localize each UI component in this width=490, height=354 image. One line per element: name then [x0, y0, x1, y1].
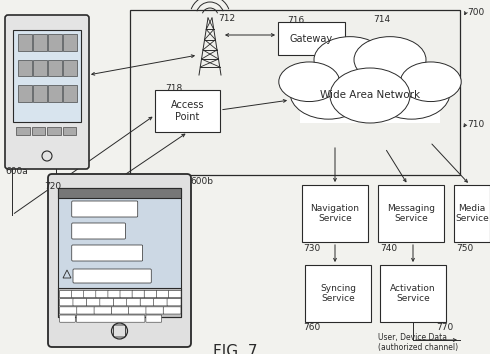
FancyBboxPatch shape	[155, 90, 220, 132]
Text: Navigation
Service: Navigation Service	[311, 204, 360, 223]
FancyBboxPatch shape	[108, 291, 121, 298]
FancyBboxPatch shape	[48, 85, 62, 102]
FancyBboxPatch shape	[305, 265, 371, 322]
FancyBboxPatch shape	[454, 185, 490, 242]
Ellipse shape	[354, 37, 426, 83]
Text: 716: 716	[287, 16, 304, 25]
FancyArrowPatch shape	[15, 102, 57, 212]
FancyBboxPatch shape	[167, 299, 181, 306]
FancyBboxPatch shape	[5, 15, 89, 169]
Text: 760: 760	[303, 323, 320, 332]
Ellipse shape	[330, 68, 410, 123]
Ellipse shape	[290, 66, 367, 119]
FancyBboxPatch shape	[378, 185, 444, 242]
FancyBboxPatch shape	[58, 188, 181, 198]
Text: 720: 720	[44, 182, 61, 191]
FancyBboxPatch shape	[48, 174, 191, 347]
Text: Media
Service: Media Service	[455, 204, 489, 223]
Text: Access
Point: Access Point	[171, 100, 204, 122]
FancyBboxPatch shape	[169, 291, 181, 298]
FancyBboxPatch shape	[47, 127, 60, 135]
FancyBboxPatch shape	[18, 60, 32, 76]
Text: 600b: 600b	[190, 177, 213, 186]
FancyBboxPatch shape	[63, 127, 76, 135]
FancyBboxPatch shape	[129, 307, 147, 314]
Ellipse shape	[320, 48, 419, 116]
Text: 730: 730	[303, 244, 320, 253]
FancyBboxPatch shape	[146, 307, 164, 314]
FancyBboxPatch shape	[72, 245, 143, 261]
FancyBboxPatch shape	[380, 265, 446, 322]
FancyBboxPatch shape	[86, 299, 100, 306]
FancyBboxPatch shape	[73, 269, 151, 283]
FancyBboxPatch shape	[33, 60, 47, 76]
FancyBboxPatch shape	[48, 60, 62, 76]
FancyBboxPatch shape	[144, 291, 157, 298]
FancyBboxPatch shape	[77, 307, 95, 314]
FancyBboxPatch shape	[146, 315, 162, 322]
FancyBboxPatch shape	[72, 223, 125, 239]
FancyBboxPatch shape	[58, 288, 181, 317]
FancyBboxPatch shape	[302, 185, 368, 242]
FancyBboxPatch shape	[278, 22, 345, 55]
FancyBboxPatch shape	[72, 291, 84, 298]
FancyBboxPatch shape	[94, 307, 112, 314]
Ellipse shape	[279, 62, 340, 102]
FancyBboxPatch shape	[132, 291, 145, 298]
FancyBboxPatch shape	[58, 188, 181, 317]
Text: 712: 712	[218, 14, 235, 23]
Text: 770: 770	[436, 323, 453, 332]
FancyBboxPatch shape	[18, 34, 32, 51]
FancyBboxPatch shape	[299, 87, 441, 123]
Text: 750: 750	[456, 244, 473, 253]
Text: Syncing
Service: Syncing Service	[320, 284, 356, 303]
FancyBboxPatch shape	[16, 127, 29, 135]
FancyBboxPatch shape	[31, 127, 45, 135]
FancyBboxPatch shape	[72, 201, 138, 217]
FancyBboxPatch shape	[127, 299, 141, 306]
FancyBboxPatch shape	[59, 315, 75, 322]
Text: Messaging
Service: Messaging Service	[387, 204, 435, 223]
FancyBboxPatch shape	[120, 291, 133, 298]
FancyBboxPatch shape	[140, 299, 154, 306]
FancyBboxPatch shape	[59, 307, 77, 314]
FancyBboxPatch shape	[63, 34, 77, 51]
Text: 700: 700	[467, 8, 484, 17]
Text: 740: 740	[380, 244, 397, 253]
Ellipse shape	[400, 62, 461, 102]
FancyBboxPatch shape	[18, 85, 32, 102]
Text: 600a: 600a	[5, 167, 28, 176]
Ellipse shape	[314, 37, 386, 83]
FancyBboxPatch shape	[163, 307, 181, 314]
Text: Gateway: Gateway	[290, 34, 333, 44]
FancyBboxPatch shape	[96, 291, 108, 298]
FancyBboxPatch shape	[130, 10, 460, 175]
FancyBboxPatch shape	[153, 299, 168, 306]
FancyBboxPatch shape	[76, 315, 145, 322]
FancyBboxPatch shape	[100, 299, 114, 306]
Text: Wide Area Network: Wide Area Network	[320, 90, 420, 100]
FancyBboxPatch shape	[63, 85, 77, 102]
FancyBboxPatch shape	[63, 60, 77, 76]
FancyBboxPatch shape	[111, 307, 129, 314]
Text: Activation
Service: Activation Service	[390, 284, 436, 303]
Text: User, Device Data
(authorized channel): User, Device Data (authorized channel)	[378, 333, 458, 352]
FancyBboxPatch shape	[84, 291, 97, 298]
FancyBboxPatch shape	[156, 291, 169, 298]
FancyBboxPatch shape	[13, 30, 81, 122]
FancyBboxPatch shape	[59, 299, 74, 306]
FancyBboxPatch shape	[73, 299, 87, 306]
FancyBboxPatch shape	[59, 291, 72, 298]
FancyBboxPatch shape	[113, 299, 127, 306]
Ellipse shape	[373, 66, 450, 119]
FancyBboxPatch shape	[33, 34, 47, 51]
FancyBboxPatch shape	[48, 34, 62, 51]
Text: 714: 714	[373, 15, 390, 24]
FancyBboxPatch shape	[33, 85, 47, 102]
Text: FIG. 7: FIG. 7	[213, 344, 257, 354]
Text: 718: 718	[165, 84, 182, 93]
Text: 710: 710	[467, 120, 484, 129]
